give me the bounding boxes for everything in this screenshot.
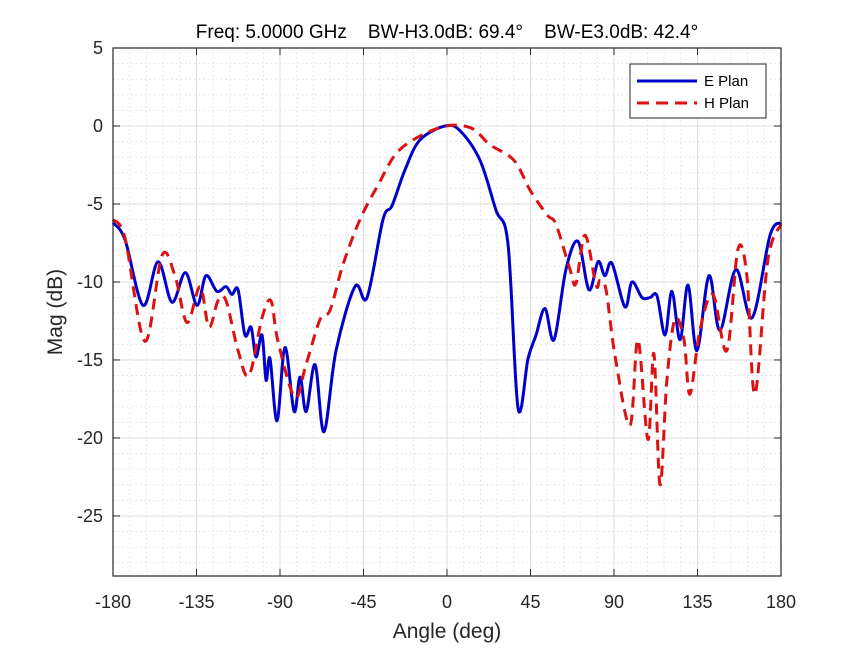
y-tick-labels: 5 0 -5 -10 -15 -20 -25 (77, 38, 103, 526)
x-tick-labels: -180 -135 -90 -45 0 45 90 135 180 (95, 592, 796, 612)
y-tick-label: -25 (77, 506, 103, 526)
y-axis-label: Mag (dB) (44, 269, 67, 355)
x-tick-label: -135 (178, 592, 214, 612)
x-tick-label: 180 (766, 592, 796, 612)
x-tick-label: 0 (442, 592, 452, 612)
series-line-h-plan (111, 123, 783, 487)
x-axis-label: Angle (deg) (393, 620, 502, 643)
y-tick-label: -20 (77, 428, 103, 448)
x-tick-label: -90 (267, 592, 293, 612)
x-tick-label: -45 (350, 592, 376, 612)
series-line-e-plan (111, 123, 783, 434)
y-tick-label: 0 (93, 116, 103, 136)
x-tick-label: 45 (520, 592, 540, 612)
tick-marks (112, 47, 782, 576)
legend-label-h-plan: H Plan (704, 95, 749, 112)
y-tick-label: -10 (77, 272, 103, 292)
x-tick-label: 135 (682, 592, 712, 612)
legend-label-e-plan: E Plan (704, 73, 748, 90)
y-tick-label: 5 (93, 38, 103, 58)
x-tick-label: -180 (95, 592, 131, 612)
series-layer (111, 123, 783, 487)
chart-title: Freq: 5.0000 GHz BW-H3.0dB: 69.4° BW-E3.… (196, 22, 698, 43)
y-tick-label: -5 (87, 194, 103, 214)
x-tick-label: 90 (604, 592, 624, 612)
legend: E Plan H Plan (629, 63, 767, 119)
y-tick-label: -15 (77, 350, 103, 370)
legend-box (629, 63, 767, 119)
